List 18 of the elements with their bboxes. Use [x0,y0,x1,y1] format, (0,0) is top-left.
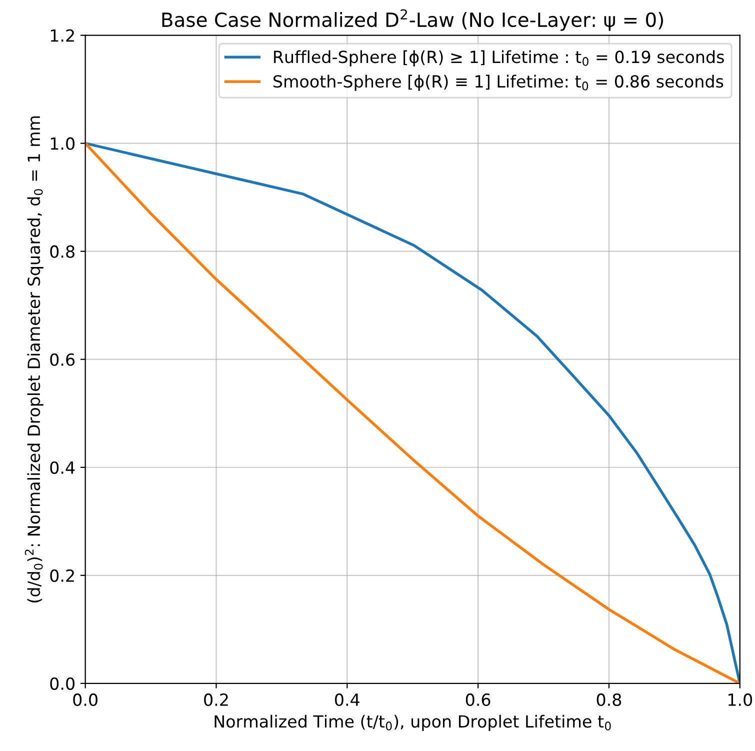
x-tick-label: 0.0 [73,693,98,706]
y-tick-label: 1.2 [50,29,74,42]
y-tick-label: 0.4 [50,461,75,474]
y-axis-title: (d/d$_{0}$)$^{2}$: Normalized Droplet Diameter Squared, d$_{0}$ = 1 mm [24,116,44,602]
y-tick-label: 0.8 [50,245,74,258]
x-tick-label: 0.4 [334,693,360,706]
x-tick-label: 0.8 [596,693,622,706]
x-axis-title: Normalized Time (t/t$_{0}$), upon Droplet Lifetime t$_{0}$ [214,714,611,731]
chart-title: Base Case Normalized D$^{2}$-Law (No Ice-Layer: ψ = 0) [162,9,664,31]
legend-label: Smooth-Sphere [ϕ(R) ≡ 1] Lifetime: t$_{0}$ = 0.86 seconds [274,74,724,91]
x-tick-label: 0.6 [466,693,490,706]
legend-label: Ruffled-Sphere [ϕ(R) ≥ 1] Lifetime : t$_{0}$ = 0.19 seconds [274,50,724,66]
y-tick-label: 0.6 [50,353,75,366]
y-tick-label: 0.0 [50,677,74,690]
x-tick-label: 1.0 [728,693,752,706]
y-tick-label: 1.0 [50,137,74,150]
x-tick-label: 0.2 [204,693,228,706]
y-tick-label: 0.2 [50,569,74,582]
